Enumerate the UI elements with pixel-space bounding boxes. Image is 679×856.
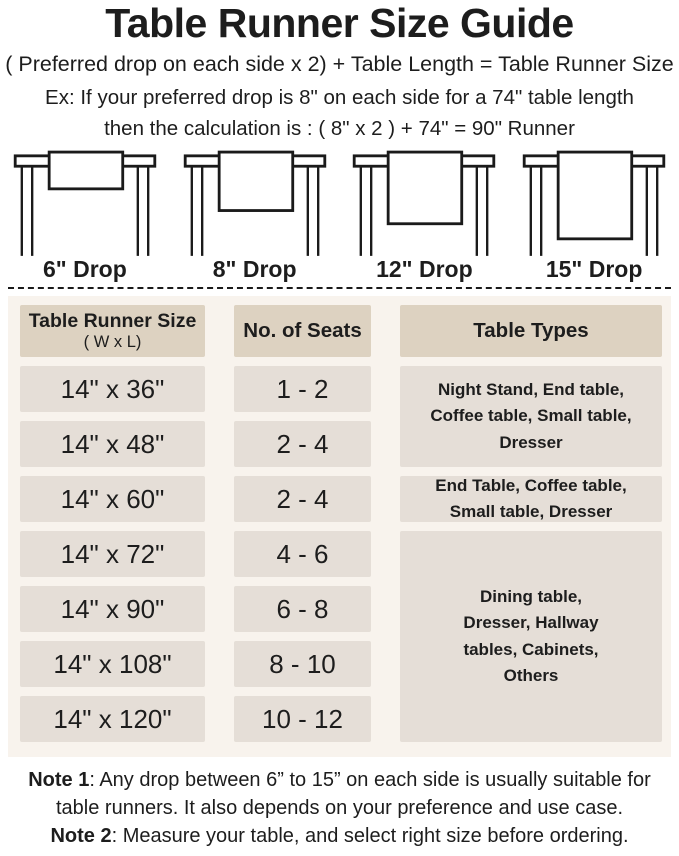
example-line-2: then the calculation is : ( 8" x 2 ) + 7… <box>104 117 575 141</box>
header-runner-size-sub: ( W x L) <box>83 332 142 351</box>
note-2-text: : Measure your table, and select right s… <box>111 825 629 848</box>
table-runner-icon <box>183 150 326 256</box>
size-cell: 14" x 120" <box>20 696 205 743</box>
size-value: 14" x 60" <box>60 483 165 514</box>
drop-illustrations <box>0 148 679 258</box>
dashed-divider <box>8 287 671 290</box>
seats-value: 8 - 10 <box>269 648 336 679</box>
table-illustration-15in <box>509 148 679 258</box>
drop-label-15in: 15" Drop <box>545 256 643 283</box>
seats-cell: 4 - 6 <box>234 531 371 578</box>
table-illustration-12in <box>340 148 510 258</box>
size-cell: 14" x 48" <box>20 421 205 468</box>
table-types-value: Night Stand, End table, Coffee table, Sm… <box>430 380 632 452</box>
size-value: 14" x 90" <box>60 593 165 624</box>
note-2: Note 2: Measure your table, and select r… <box>15 822 665 850</box>
size-value: 14" x 72" <box>60 538 165 569</box>
seats-cell: 1 - 2 <box>234 366 371 413</box>
drop-label-6in: 6" Drop <box>43 256 127 283</box>
header-runner-size-title: Table Runner Size <box>28 310 197 333</box>
header-runner-size: Table Runner Size ( W x L) <box>20 305 205 358</box>
note-1-label: Note 1 <box>28 769 90 792</box>
size-cell: 14" x 60" <box>20 476 205 523</box>
size-value: 14" x 36" <box>60 373 165 404</box>
drop-label-8in: 8" Drop <box>212 256 297 283</box>
size-table: Table Runner Size ( W x L) No. of Seats … <box>20 305 662 743</box>
size-cell: 14" x 90" <box>20 586 205 633</box>
seats-value: 2 - 4 <box>276 483 329 514</box>
size-value: 14" x 48" <box>60 428 165 459</box>
size-cell: 14" x 108" <box>20 641 205 688</box>
size-table-panel: Table Runner Size ( W x L) No. of Seats … <box>8 296 671 758</box>
seats-cell: 8 - 10 <box>234 641 371 688</box>
seats-cell: 6 - 8 <box>234 586 371 633</box>
header-seats: No. of Seats <box>234 305 371 358</box>
table-types-value: Dining table, Dresser, Hallway tables, C… <box>463 586 599 685</box>
table-runner-icon <box>353 150 496 256</box>
drop-label-12in: 12" Drop <box>376 256 473 283</box>
table-types-cell-medium: End Table, Coffee table, Small table, Dr… <box>400 476 662 523</box>
size-cell: 14" x 72" <box>20 531 205 578</box>
header-table-types-label: Table Types <box>473 319 589 343</box>
drop-labels: 6" Drop 8" Drop 12" Drop 15" Drop <box>0 256 679 283</box>
note-2-label: Note 2 <box>50 825 112 848</box>
seats-value: 4 - 6 <box>276 538 329 569</box>
note-1-text: : Any drop between 6” to 15” on each sid… <box>55 769 651 820</box>
table-types-cell-small: Night Stand, End table, Coffee table, Sm… <box>400 366 662 468</box>
size-value: 14" x 120" <box>53 703 172 734</box>
header-seats-label: No. of Seats <box>243 319 362 343</box>
formula-text: ( Preferred drop on each side x 2) + Tab… <box>5 52 674 77</box>
header-table-types: Table Types <box>400 305 662 358</box>
seats-cell: 2 - 4 <box>234 421 371 468</box>
page-title: Table Runner Size Guide <box>105 0 574 46</box>
table-illustration-6in <box>0 148 170 258</box>
seats-value: 10 - 12 <box>262 703 343 734</box>
table-illustration-8in <box>170 148 340 258</box>
size-cell: 14" x 36" <box>20 366 205 413</box>
note-1: Note 1: Any drop between 6” to 15” on ea… <box>15 766 665 822</box>
size-value: 14" x 108" <box>53 648 172 679</box>
seats-value: 6 - 8 <box>276 593 329 624</box>
seats-value: 1 - 2 <box>276 373 329 404</box>
table-types-cell-large: Dining table, Dresser, Hallway tables, C… <box>400 531 662 743</box>
example-line-1: Ex: If your preferred drop is 8" on each… <box>45 86 634 110</box>
seats-cell: 2 - 4 <box>234 476 371 523</box>
table-types-value: End Table, Coffee table, Small table, Dr… <box>435 475 627 522</box>
seats-cell: 10 - 12 <box>234 696 371 743</box>
table-runner-icon <box>522 150 666 256</box>
notes-section: Note 1: Any drop between 6” to 15” on ea… <box>15 766 665 856</box>
table-runner-icon <box>13 150 157 256</box>
seats-value: 2 - 4 <box>276 428 329 459</box>
